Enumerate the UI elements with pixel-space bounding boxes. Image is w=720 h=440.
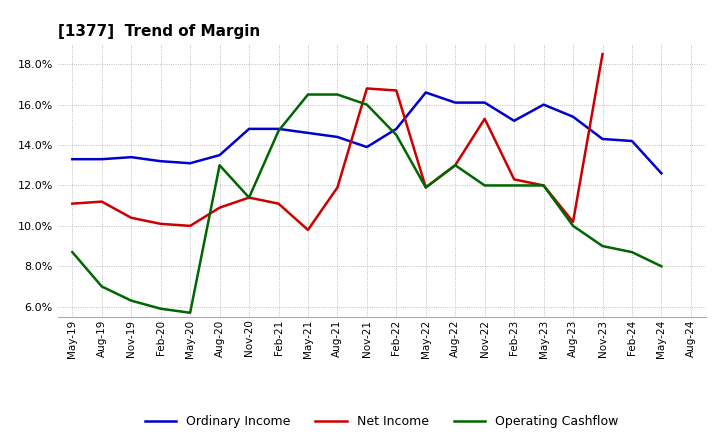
Net Income [97,199,106,204]
Ordinary Income [657,171,666,176]
Net Income [539,183,548,188]
Text: [1377]  Trend of Margin: [1377] Trend of Margin [58,24,260,39]
Ordinary Income [392,126,400,132]
Operating Cashflow [569,223,577,228]
Operating Cashflow [68,249,76,255]
Net Income [480,116,489,121]
Net Income [421,185,430,190]
Net Income [598,51,607,57]
Ordinary Income [156,158,165,164]
Legend: Ordinary Income, Net Income, Operating Cashflow: Ordinary Income, Net Income, Operating C… [140,411,624,433]
Operating Cashflow [333,92,342,97]
Operating Cashflow [598,243,607,249]
Operating Cashflow [274,128,283,133]
Ordinary Income [333,134,342,139]
Ordinary Income [245,126,253,132]
Ordinary Income [363,144,372,150]
Ordinary Income [215,153,224,158]
Operating Cashflow [392,132,400,138]
Operating Cashflow [186,310,194,315]
Net Income [333,185,342,190]
Ordinary Income [421,90,430,95]
Net Income [186,223,194,228]
Ordinary Income [186,161,194,166]
Ordinary Income [628,138,636,143]
Ordinary Income [304,130,312,136]
Ordinary Income [451,100,459,105]
Net Income [569,219,577,224]
Operating Cashflow [304,92,312,97]
Operating Cashflow [510,183,518,188]
Net Income [68,201,76,206]
Operating Cashflow [156,306,165,312]
Operating Cashflow [451,163,459,168]
Ordinary Income [539,102,548,107]
Operating Cashflow [421,185,430,190]
Ordinary Income [480,100,489,105]
Ordinary Income [68,157,76,162]
Net Income [215,205,224,210]
Line: Ordinary Income: Ordinary Income [72,92,662,173]
Operating Cashflow [127,298,135,303]
Operating Cashflow [480,183,489,188]
Line: Operating Cashflow: Operating Cashflow [72,95,662,313]
Ordinary Income [569,114,577,119]
Operating Cashflow [363,102,372,107]
Net Income [127,215,135,220]
Net Income [451,163,459,168]
Ordinary Income [127,154,135,160]
Operating Cashflow [97,284,106,289]
Net Income [304,227,312,233]
Net Income [510,177,518,182]
Net Income [392,88,400,93]
Ordinary Income [510,118,518,124]
Net Income [245,195,253,200]
Ordinary Income [598,136,607,142]
Net Income [363,86,372,91]
Net Income [274,201,283,206]
Line: Net Income: Net Income [72,54,603,230]
Operating Cashflow [657,264,666,269]
Operating Cashflow [539,183,548,188]
Operating Cashflow [628,249,636,255]
Operating Cashflow [215,163,224,168]
Net Income [156,221,165,227]
Ordinary Income [274,126,283,132]
Ordinary Income [97,157,106,162]
Operating Cashflow [245,195,253,200]
